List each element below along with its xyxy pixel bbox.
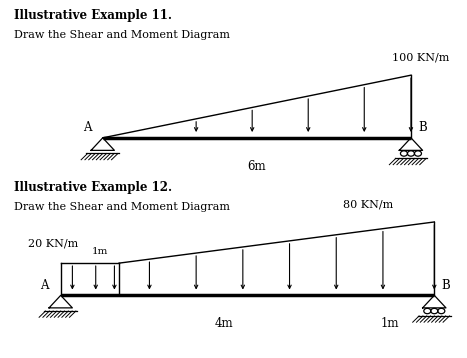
Text: 1m: 1m — [92, 247, 109, 256]
Text: 20 KN/m: 20 KN/m — [28, 239, 78, 249]
Text: Illustrative Example 11.: Illustrative Example 11. — [14, 9, 172, 22]
Text: 80 KN/m: 80 KN/m — [343, 199, 394, 209]
Text: Draw the Shear and Moment Diagram: Draw the Shear and Moment Diagram — [14, 202, 230, 212]
Text: Illustrative Example 12.: Illustrative Example 12. — [14, 181, 172, 194]
Text: 4m: 4m — [215, 318, 234, 330]
Text: 100 KN/m: 100 KN/m — [392, 53, 450, 63]
Text: A: A — [83, 121, 91, 134]
Text: 1m: 1m — [381, 318, 399, 330]
Text: Draw the Shear and Moment Diagram: Draw the Shear and Moment Diagram — [14, 30, 230, 40]
Text: 6m: 6m — [248, 160, 266, 173]
Text: B: B — [441, 279, 450, 292]
Text: A: A — [41, 279, 49, 292]
Text: B: B — [418, 121, 427, 134]
